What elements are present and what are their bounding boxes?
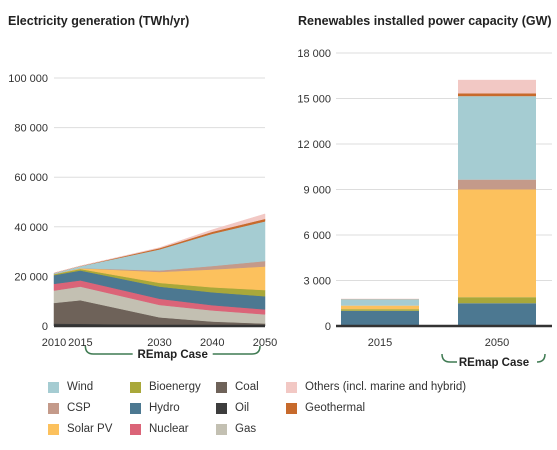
right-bar-2015-hydro (341, 310, 419, 326)
right-y-tick-label: 12 000 (297, 139, 331, 151)
legend-label: Wind (67, 381, 94, 393)
right-chart-title: Renewables installed power capacity (GW) (298, 14, 552, 28)
left-y-tick-label: 100 000 (8, 73, 48, 85)
legend: Wind Bioenergy Coal Others (incl. marine an… (48, 381, 548, 441)
legend-label: Others (incl. marine and hybrid) (305, 381, 467, 393)
legend-label: Oil (235, 402, 250, 414)
legend-item-gas: Gas (216, 423, 256, 435)
left-y-tick-label: 60 000 (14, 172, 48, 184)
legend-swatch (216, 423, 227, 435)
right-bar-2015-solar-pv (341, 305, 419, 310)
legend-swatch (286, 402, 297, 414)
left-y-tick-label: 20 000 (14, 271, 48, 283)
legend-swatch (130, 381, 141, 393)
legend-item-geothermal: Geothermal (286, 402, 365, 414)
left-x-tick-label: 2050 (253, 337, 277, 349)
legend-item-bioenergy: Bioenergy (130, 381, 201, 393)
legend-label: Gas (235, 423, 257, 435)
legend-swatch (216, 402, 227, 414)
legend-swatch (48, 402, 59, 414)
right-bar-2050-geothermal (458, 93, 536, 97)
legend-label: Coal (235, 381, 259, 393)
left-x-tick-label: 2015 (68, 337, 92, 349)
legend-label: Hydro (149, 402, 180, 414)
left-remap-label: REmap Case (138, 349, 208, 361)
legend-item-coal: Coal (216, 381, 259, 393)
right-y-tick-label: 15 000 (297, 94, 331, 106)
right-y-tick-label: 9 000 (303, 185, 331, 197)
legend-swatch (286, 381, 297, 393)
right-y-tick-label: 18 000 (297, 48, 331, 60)
legend-swatch (130, 402, 141, 414)
right-bar-2050-bioenergy (458, 297, 536, 304)
left-x-tick-label: 2030 (147, 337, 171, 349)
legend-label: Geothermal (305, 402, 366, 414)
legend-item-others-incl-marine-and-hybrid: Others (incl. marine and hybrid) (286, 381, 466, 393)
right-x-tick-label: 2050 (485, 337, 509, 349)
legend-swatch (48, 423, 59, 435)
legend-item-nuclear: Nuclear (130, 423, 189, 435)
legend-label: Nuclear (149, 423, 189, 435)
legend-label: Solar PV (67, 423, 113, 435)
left-area-others-incl-marine-and-hybrid (53, 213, 266, 274)
right-bar-2015-wind (341, 299, 419, 306)
left-remap-label-bg (132, 347, 213, 361)
right-y-tick-label: 3 000 (303, 276, 331, 288)
left-y-tick-label: 80 000 (14, 123, 48, 135)
legend-item-oil: Oil (216, 402, 249, 414)
legend-item-solar-pv: Solar PV (48, 423, 112, 435)
right-bar-2015-bioenergy (341, 309, 419, 311)
legend-swatch (48, 381, 59, 393)
left-y-tick-label: 40 000 (14, 222, 48, 234)
right-bar-2050-hydro (458, 303, 536, 326)
legend-label: CSP (67, 402, 91, 414)
left-x-tick-label: 2010 (42, 337, 66, 349)
right-remap-label-bg (457, 355, 537, 369)
legend-swatch (130, 423, 141, 435)
legend-swatch (216, 381, 227, 393)
left-x-tick-label: 2040 (200, 337, 224, 349)
legend-label: Bioenergy (149, 381, 201, 393)
right-bar-2050-solar-pv (458, 189, 536, 298)
right-bar-2050-wind (458, 96, 536, 180)
right-y-tick-label: 0 (325, 321, 331, 333)
right-remap-label: REmap Case (459, 357, 529, 369)
legend-item-wind: Wind (48, 381, 93, 393)
right-bar-2050-csp (458, 179, 536, 190)
right-x-tick-label: 2015 (368, 337, 392, 349)
legend-item-csp: CSP (48, 402, 91, 414)
right-y-tick-label: 6 000 (303, 230, 331, 242)
left-chart-title: Electricity generation (TWh/yr) (8, 14, 190, 28)
legend-item-hydro: Hydro (130, 402, 180, 414)
left-y-tick-label: 0 (42, 321, 48, 333)
right-bar-2050-others-incl-marine-and-hybrid (458, 79, 536, 94)
